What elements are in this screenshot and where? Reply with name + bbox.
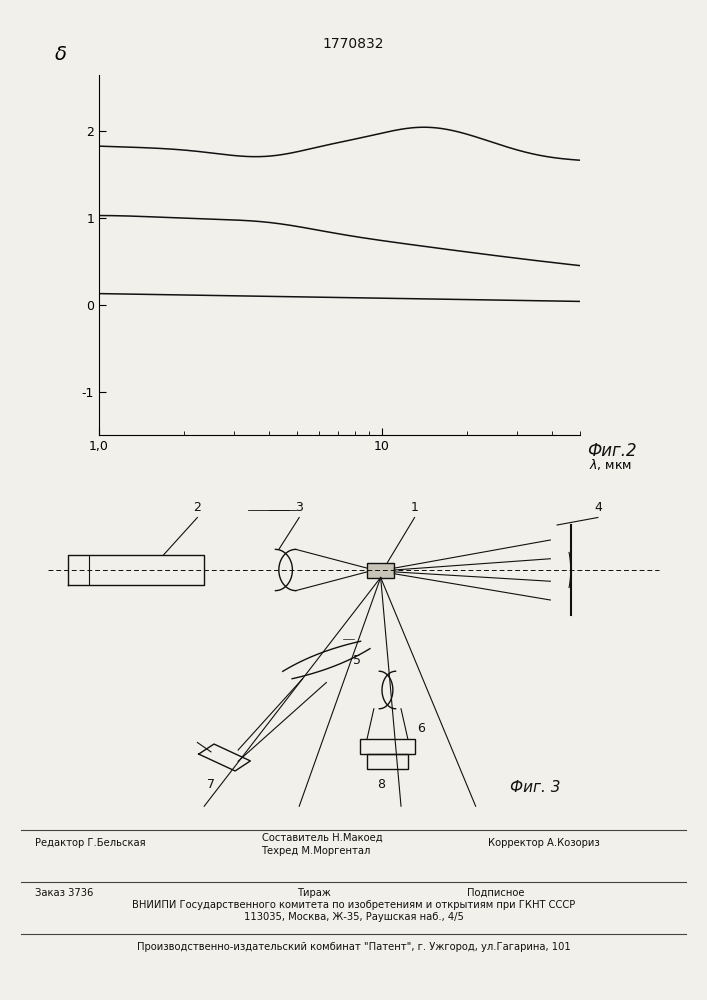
- Bar: [361, 739, 414, 754]
- Text: Фиг.2: Фиг.2: [587, 442, 636, 460]
- Text: 3: 3: [296, 501, 303, 514]
- Bar: [367, 562, 395, 578]
- Text: Техред М.Моргентал: Техред М.Моргентал: [262, 846, 371, 856]
- Text: 6: 6: [417, 722, 426, 735]
- Text: Производственно-издательский комбинат "Патент", г. Ужгород, ул.Гагарина, 101: Производственно-издательский комбинат "П…: [136, 942, 571, 952]
- Text: 113035, Москва, Ж-35, Раушская наб., 4/5: 113035, Москва, Ж-35, Раушская наб., 4/5: [244, 912, 463, 922]
- Text: Подписное: Подписное: [467, 888, 524, 898]
- Text: Фиг. 3: Фиг. 3: [510, 780, 560, 795]
- Text: Составитель Н.Макоед: Составитель Н.Макоед: [262, 833, 382, 843]
- Text: 2: 2: [194, 501, 201, 514]
- Text: ВНИИПИ Государственного комитета по изобретениям и открытиям при ГКНТ СССР: ВНИИПИ Государственного комитета по изоб…: [132, 900, 575, 910]
- Text: 8: 8: [377, 778, 385, 791]
- Text: 5: 5: [353, 654, 361, 668]
- Text: 7: 7: [207, 778, 215, 791]
- Text: 1770832: 1770832: [323, 37, 384, 51]
- Text: $\lambda$, мкм: $\lambda$, мкм: [590, 457, 633, 472]
- Text: Редактор Г.Бельская: Редактор Г.Бельская: [35, 838, 146, 848]
- Text: Заказ 3736: Заказ 3736: [35, 888, 94, 898]
- Bar: [367, 754, 408, 769]
- Text: $\delta$: $\delta$: [54, 45, 67, 64]
- Text: Корректор А.Козориз: Корректор А.Козориз: [488, 838, 600, 848]
- Text: 4: 4: [594, 501, 602, 514]
- Text: Тираж: Тираж: [297, 888, 331, 898]
- Text: 1: 1: [411, 501, 419, 514]
